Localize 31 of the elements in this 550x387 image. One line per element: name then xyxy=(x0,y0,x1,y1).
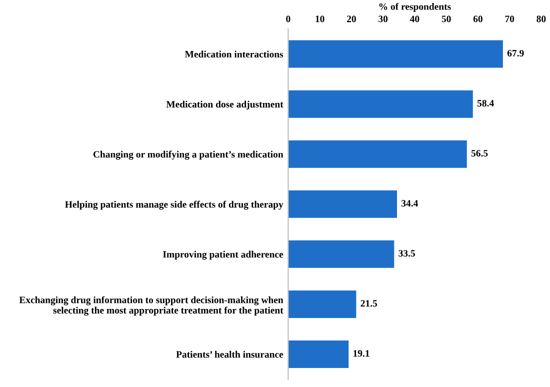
bar xyxy=(288,240,394,268)
bar xyxy=(288,90,473,118)
x-axis-title: % of respondents xyxy=(379,2,451,12)
y-tick-label: Medication interactions xyxy=(184,50,284,58)
data-label: 19.1 xyxy=(354,350,370,357)
x-tick-label: 40 xyxy=(410,16,420,22)
x-tick-label: 60 xyxy=(473,16,482,22)
bar xyxy=(288,190,397,218)
bar xyxy=(288,290,356,318)
data-label: 58.4 xyxy=(477,100,494,107)
bar xyxy=(288,140,467,168)
data-label: 56.5 xyxy=(471,150,488,157)
x-tick-label: 50 xyxy=(442,16,451,22)
x-tick-label: 70 xyxy=(505,16,514,22)
y-tick-label: Helping patients manage side effects of drug therapy xyxy=(65,200,284,210)
data-label: 33.5 xyxy=(398,250,415,257)
bar xyxy=(288,340,349,368)
data-label: 34.4 xyxy=(402,200,418,207)
y-tick-label: Improving patient adherence xyxy=(163,250,284,260)
y-tick-label: Medication dose adjustment xyxy=(166,100,284,110)
x-tick-label: 20 xyxy=(347,16,356,22)
x-tick-label: 80 xyxy=(536,16,546,22)
data-label: 21.5 xyxy=(360,300,378,307)
bar xyxy=(288,40,503,68)
y-tick-label: Changing or modifying a patient’s medication xyxy=(93,150,284,160)
x-tick-label: 10 xyxy=(316,16,324,22)
x-tick-label: 0 xyxy=(286,16,290,22)
data-label: 67.9 xyxy=(507,50,524,57)
x-tick-label: 30 xyxy=(378,16,388,22)
y-tick-label: Exchanging drug information to support decision-making when selecting the most appropriate treatment for the patient xyxy=(19,296,284,316)
y-tick-label: Patients’ health insurance xyxy=(176,350,284,358)
